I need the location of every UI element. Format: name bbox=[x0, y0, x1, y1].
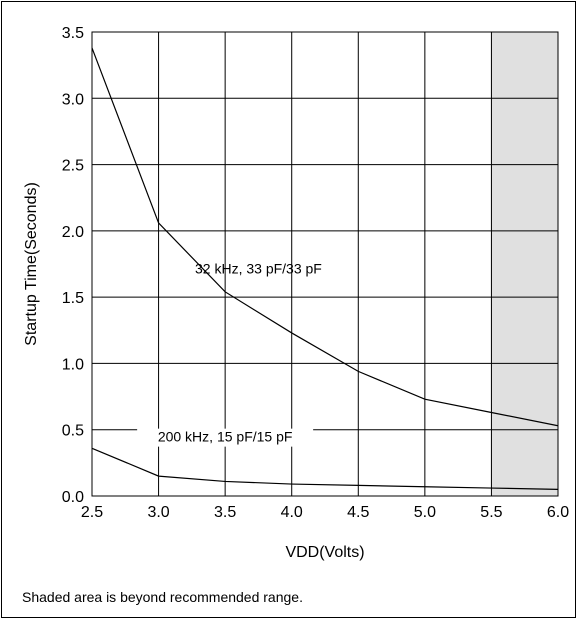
y-tick-label-1: 0.5 bbox=[62, 423, 84, 440]
x-tick-label-5: 5.0 bbox=[414, 504, 436, 521]
tick-labels: 2.5 3.0 3.5 4.0 4.5 5.0 5.5 6.0 0.0 0.5 1.0 1.5 2.0 2… bbox=[62, 25, 569, 521]
y-tick-label-4: 2.0 bbox=[62, 224, 84, 241]
y-tick-label-0: 0.0 bbox=[62, 489, 84, 506]
series-line-2 bbox=[91, 447, 559, 490]
y-tick-label-5: 2.5 bbox=[62, 158, 84, 175]
y-tick-label-7: 3.5 bbox=[62, 25, 84, 42]
grid bbox=[91, 31, 559, 497]
x-tick-label-4: 4.5 bbox=[347, 504, 369, 521]
x-tick-label-3: 4.0 bbox=[281, 504, 303, 521]
x-tick-label-7: 6.0 bbox=[547, 504, 569, 521]
x-tick-label-0: 2.5 bbox=[81, 504, 103, 521]
series-labels: 32 kHz, 33 pF/33 pF 200 kHz, 15 pF/15 pF bbox=[137, 260, 322, 447]
shaded-region bbox=[491, 32, 558, 496]
series-label-bg-2 bbox=[137, 428, 314, 447]
x-tick-label-6: 5.5 bbox=[480, 504, 502, 521]
y-tick-label-3: 1.5 bbox=[62, 290, 84, 307]
series-label-2: 200 kHz, 15 pF/15 pF bbox=[158, 429, 293, 445]
series-label-1: 32 kHz, 33 pF/33 pF bbox=[195, 260, 322, 276]
plot-border bbox=[91, 31, 559, 497]
footnote: Shaded area is beyond recommended range. bbox=[22, 589, 303, 605]
x-tick-label-1: 3.0 bbox=[147, 504, 169, 521]
x-axis-label: VDD(Volts) bbox=[285, 544, 364, 561]
series-lines bbox=[91, 47, 559, 490]
x-tick-label-2: 3.5 bbox=[214, 504, 236, 521]
y-axis-label: Startup Time(Seconds) bbox=[23, 182, 40, 346]
series-line-1 bbox=[91, 47, 559, 427]
y-tick-label-2: 1.0 bbox=[62, 356, 84, 373]
y-tick-label-6: 3.0 bbox=[62, 91, 84, 108]
